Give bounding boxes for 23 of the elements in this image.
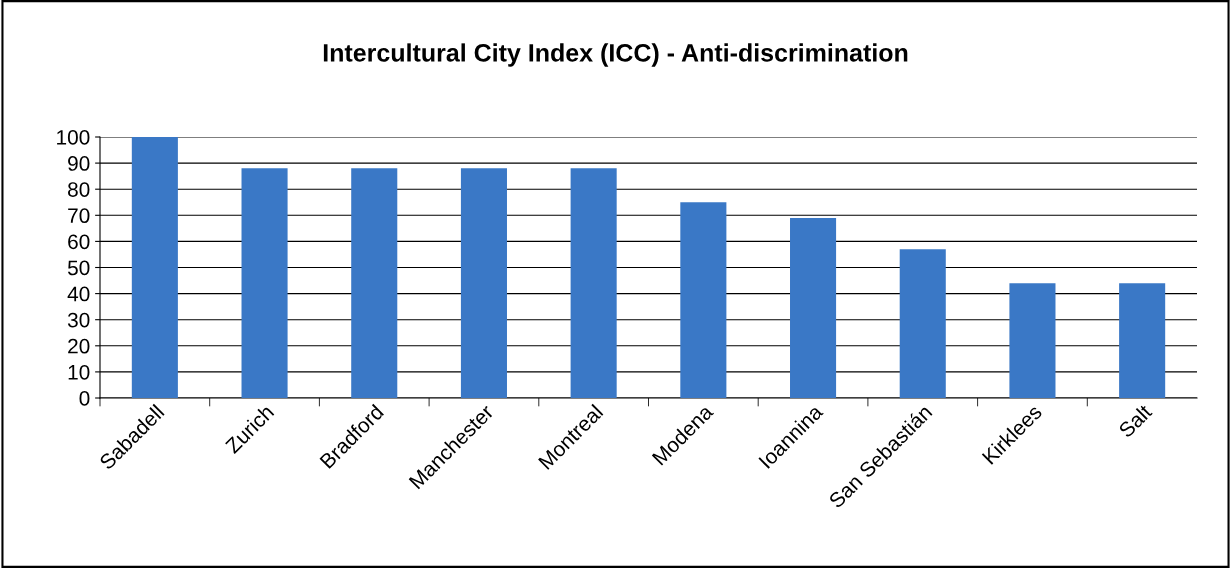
y-tick-label: 50 (67, 260, 90, 276)
y-tick-label: 80 (68, 182, 90, 197)
y-tick-label: 0 (79, 391, 90, 406)
bar (1119, 283, 1166, 398)
bar (570, 168, 617, 398)
y-tick-label: 40 (67, 286, 90, 302)
bar (131, 137, 178, 398)
y-tick-label: 30 (67, 312, 90, 328)
y-tick-label: 20 (68, 338, 90, 354)
y-tick-label: 90 (68, 156, 90, 171)
bar (790, 217, 837, 398)
y-tick-label: 10 (68, 364, 90, 380)
bar (1009, 283, 1056, 398)
y-tick-label: 60 (68, 234, 90, 250)
y-tick-label: 70 (68, 208, 90, 224)
bar (899, 249, 946, 398)
bar (351, 168, 398, 398)
y-tick-label: 100 (57, 130, 90, 145)
bar (680, 202, 727, 398)
bar (241, 168, 288, 398)
chart-title: Intercultural City Index (ICC) - Anti-discrimination (323, 43, 908, 67)
bar (460, 168, 507, 398)
x-tick-label: Salt (1117, 402, 1153, 439)
